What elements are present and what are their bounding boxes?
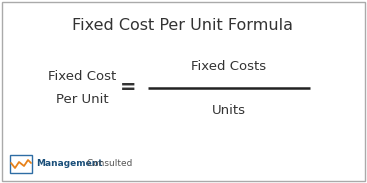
Text: Units: Units	[212, 104, 246, 117]
Text: =: =	[120, 79, 136, 98]
Text: Per Unit: Per Unit	[56, 93, 108, 106]
Text: Consulted: Consulted	[84, 160, 132, 169]
Text: Fixed Costs: Fixed Costs	[192, 59, 266, 72]
Bar	[10, 155, 32, 173]
Text: Fixed Cost Per Unit Formula: Fixed Cost Per Unit Formula	[73, 18, 294, 33]
Text: Fixed Cost: Fixed Cost	[48, 70, 116, 83]
Text: Management: Management	[36, 160, 103, 169]
